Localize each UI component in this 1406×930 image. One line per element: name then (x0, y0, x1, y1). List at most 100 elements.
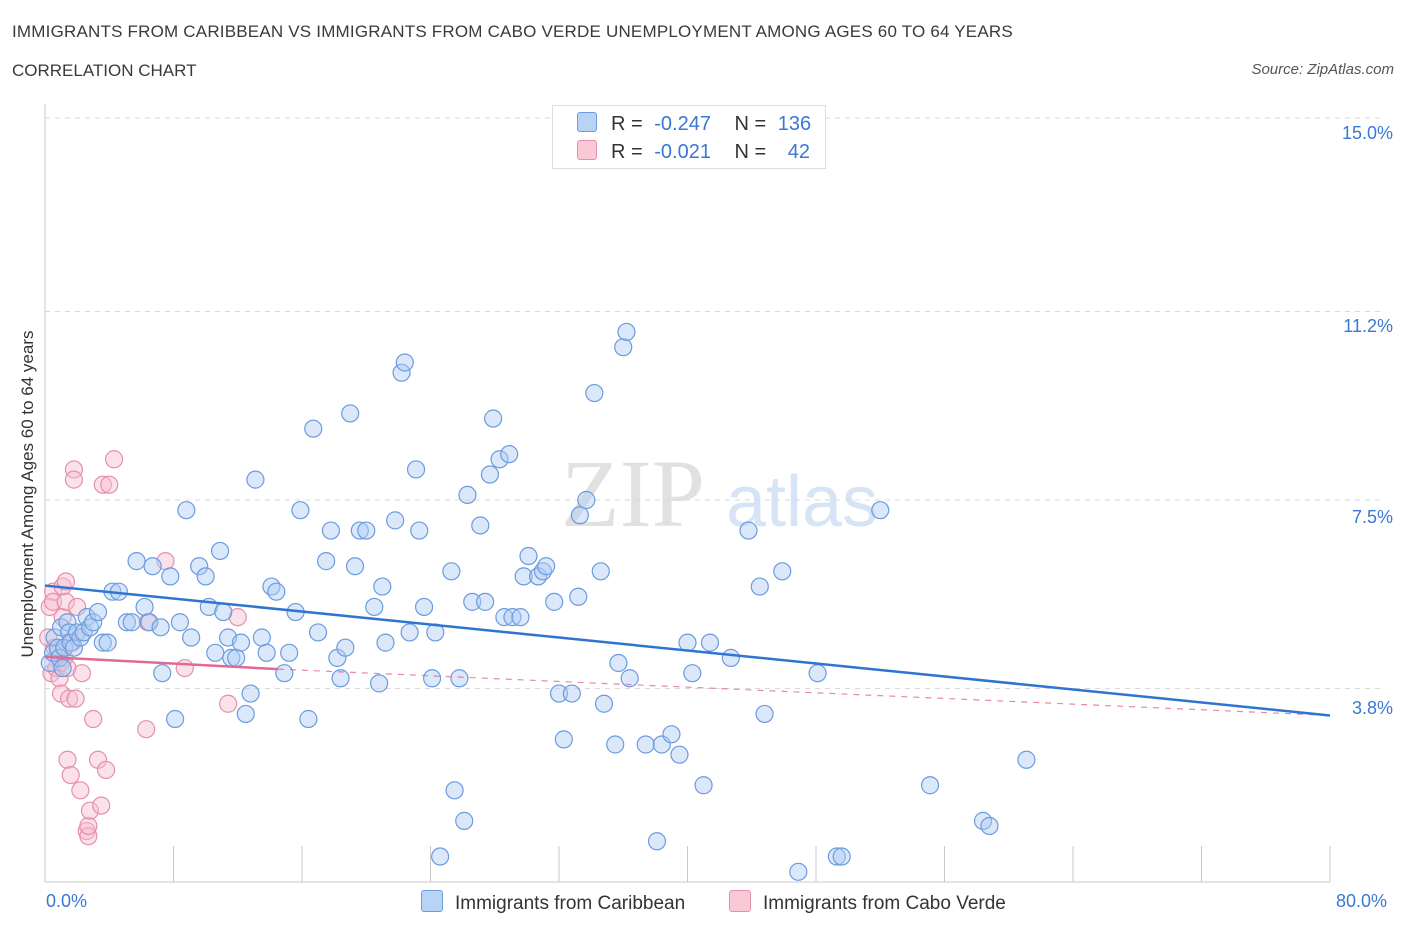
caribbean-point (832, 847, 851, 866)
legend-label-caribbean: Immigrants from Caribbean (455, 893, 686, 914)
cabo-verde-point (61, 765, 80, 785)
caribbean-point (406, 460, 426, 479)
legend-swatch-blue (421, 890, 443, 912)
caribbean-point (262, 577, 281, 596)
caribbean-point (755, 704, 774, 724)
caribbean-point (336, 638, 355, 657)
caribbean-point (350, 521, 369, 540)
caribbean-point (871, 501, 890, 520)
caribbean-point (476, 592, 495, 611)
caribbean-point (166, 709, 185, 729)
cabo-verde-trendline-extension (277, 668, 1331, 717)
caribbean-point (231, 633, 251, 652)
caribbean-point (549, 684, 569, 703)
caribbean-point (61, 633, 80, 652)
caribbean-point (373, 577, 392, 596)
caribbean-point (117, 613, 137, 632)
chart-subtitle: CORRELATION CHART (12, 61, 197, 80)
caribbean-point (471, 516, 490, 535)
legend-r-value: -0.021 (654, 141, 711, 163)
caribbean-point (423, 669, 442, 688)
caribbean-point (773, 562, 792, 581)
caribbean-point (410, 521, 429, 540)
caribbean-point (241, 684, 260, 703)
caribbean-point (80, 618, 100, 637)
caribbean-point (533, 562, 553, 581)
caribbean-point (127, 552, 146, 571)
caribbean-point (442, 562, 461, 581)
legend-label-cabo-verde: Immigrants from Cabo Verde (763, 893, 1006, 914)
cabo-verde-point (66, 689, 85, 708)
caribbean-point (392, 363, 411, 382)
legend-n-value: 42 (787, 141, 811, 163)
caribbean-point (365, 597, 384, 617)
caribbean-point (463, 592, 482, 611)
legend-row-caribbean: R = -0.247 N = 136 (577, 112, 811, 136)
legend-r-label: R = (611, 113, 643, 135)
caribbean-point (980, 816, 999, 836)
cabo-verde-point (96, 760, 116, 780)
caribbean-point (431, 847, 450, 866)
chart-title: IMMIGRANTS FROM CARIBBEAN VS IMMIGRANTS … (12, 22, 1013, 41)
caribbean-point (98, 633, 117, 652)
caribbean-point (161, 567, 180, 586)
cabo-verde-point (64, 460, 84, 479)
cabo-verde-point (228, 608, 247, 627)
caribbean-point (64, 638, 84, 657)
watermark-zip: ZIP (561, 440, 705, 547)
caribbean-point (591, 562, 610, 581)
axes (44, 104, 1331, 883)
caribbean-point (678, 633, 697, 652)
caribbean-point (210, 541, 230, 561)
caribbean-point (227, 648, 246, 667)
cabo-verde-point (93, 475, 112, 494)
cabo-verde-point (104, 450, 124, 469)
cabo-verde-point (43, 592, 63, 611)
legend-row-cabo-verde: R = -0.021 N = 42 (577, 140, 810, 164)
caribbean-point (257, 643, 276, 662)
cabo-verde-point (137, 720, 156, 739)
x-tick-label-max: 80.0% (1336, 891, 1388, 911)
y-tick-label: 7.5% (1351, 507, 1393, 527)
caribbean-point (275, 664, 294, 683)
caribbean-point (484, 409, 503, 428)
caribbean-point (135, 597, 154, 617)
caribbean-point (662, 725, 681, 744)
legend-n-label: N = (734, 113, 767, 135)
bottom-legend-cabo-verde: Immigrants from Cabo Verde (729, 890, 1006, 915)
caribbean-point (376, 633, 395, 652)
caribbean-point (789, 862, 808, 881)
caribbean-point (609, 653, 628, 673)
caribbean-point (84, 613, 103, 632)
caribbean-point (519, 546, 538, 566)
y-axis-label: Unemployment Among Ages 60 to 64 years (18, 330, 37, 658)
caribbean-point (53, 658, 72, 678)
y-tick-label: 15.0% (1341, 123, 1393, 143)
legend-r-label: R = (611, 141, 643, 163)
caribbean-point (585, 383, 604, 403)
caribbean-trendline (44, 584, 1331, 717)
caribbean-point (455, 811, 474, 830)
watermark-atlas: atlas (726, 462, 878, 542)
cabo-verde-point (92, 796, 111, 815)
y-tick-label: 11.2% (1343, 316, 1393, 336)
caribbean-point (151, 618, 170, 637)
caribbean-point (196, 567, 215, 586)
caribbean-point (537, 557, 556, 576)
caribbean-point (252, 628, 271, 647)
caribbean-point (570, 506, 589, 525)
caribbean-point (140, 613, 159, 632)
legend-swatch-pink (729, 890, 751, 912)
caribbean-point (345, 557, 365, 576)
cabo-verde-point (79, 827, 98, 846)
caribbean-point (93, 633, 112, 652)
caribbean-point (636, 735, 655, 754)
legend-swatch-blue (577, 112, 597, 132)
caribbean-point (267, 582, 286, 601)
caribbean-point (206, 643, 225, 662)
caribbean-point (721, 648, 740, 667)
caribbean-point (299, 709, 318, 729)
caribbean-point (370, 674, 389, 693)
caribbean-point (414, 597, 434, 617)
